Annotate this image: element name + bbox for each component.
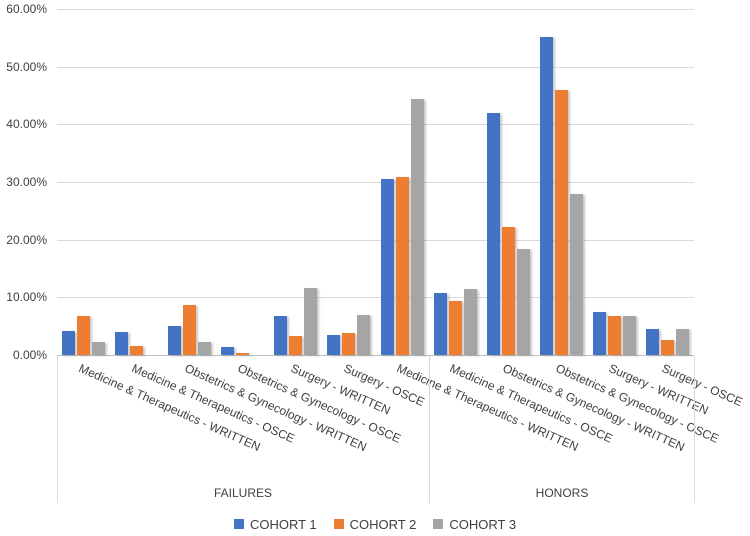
axis-divider [694, 356, 695, 503]
bar-cohort-2 [395, 176, 409, 355]
bar-cohort-1 [274, 315, 288, 355]
group-label-honors: HONORS [535, 486, 589, 500]
legend-label: COHORT 3 [449, 516, 517, 532]
bar-cohort-2 [554, 90, 568, 355]
bar-cohort-1 [380, 178, 394, 355]
legend-item-cohort-3: COHORT 3 [433, 517, 516, 532]
bar-cohort-3 [304, 287, 318, 355]
legend-swatch-icon [433, 519, 444, 529]
legend-swatch-icon [333, 519, 344, 529]
bar-cohort-1 [62, 330, 76, 355]
bar-cohort-1 [168, 325, 182, 355]
bar-cohort-1 [433, 292, 447, 355]
bar-cohort-2 [130, 346, 144, 355]
bar-cohort-2 [289, 335, 303, 355]
bar-cohort-3 [675, 329, 689, 355]
y-axis-tick-label: 10.00% [6, 290, 47, 305]
bar-cohort-3 [198, 341, 212, 355]
bar-cohort-3 [463, 288, 477, 355]
bar-cohort-1 [115, 331, 129, 355]
y-axis-tick-label: 20.00% [6, 232, 47, 247]
bar-cohort-2 [660, 340, 674, 355]
legend-label: COHORT 1 [249, 516, 317, 532]
bar-cohort-3 [569, 194, 583, 355]
legend: COHORT 1 COHORT 2 COHORT 3 [0, 515, 750, 533]
legend-item-cohort-2: COHORT 2 [333, 516, 417, 532]
y-axis-tick-label: 60.00% [6, 1, 47, 16]
bar-cohort-2 [342, 332, 356, 355]
bar-cohort-3 [410, 98, 424, 355]
legend-label: COHORT 2 [349, 516, 417, 532]
legend-item-cohort-1: COHORT 1 [233, 516, 317, 532]
gridline [57, 297, 694, 299]
y-axis-tick-label: 0.00% [12, 348, 47, 362]
bar-cohort-2 [183, 305, 197, 355]
bar-cohort-1 [327, 334, 341, 355]
bar-cohort-2 [77, 316, 91, 355]
gridline [57, 124, 694, 126]
bar-cohort-1 [592, 311, 606, 355]
bar-cohort-2 [607, 316, 621, 355]
bar-cohort-3 [357, 314, 371, 355]
bar-cohort-1 [486, 113, 500, 355]
gridline [57, 66, 694, 68]
axis-divider [429, 356, 430, 503]
gridline [57, 239, 694, 241]
gridline [57, 181, 694, 183]
bar-cohort-1 [221, 346, 235, 355]
bar-cohort-3 [622, 315, 636, 355]
gridline [57, 8, 694, 10]
bar-cohort-1 [539, 36, 553, 355]
bar-cohort-2 [236, 352, 250, 355]
bar-cohort-2 [448, 301, 462, 355]
y-axis-tick-label: 40.00% [6, 117, 47, 132]
y-axis-tick-label: 30.00% [6, 174, 47, 189]
x-axis-line [57, 355, 694, 356]
axis-divider [57, 356, 58, 503]
legend-swatch-icon [233, 519, 244, 529]
bar-cohort-3 [516, 248, 530, 355]
bar-cohort-3 [92, 342, 106, 355]
bar-cohort-1 [645, 329, 659, 355]
group-label-failures: FAILURES [213, 486, 273, 500]
bar-cohort-2 [501, 226, 515, 355]
y-axis-tick-label: 50.00% [6, 59, 47, 74]
